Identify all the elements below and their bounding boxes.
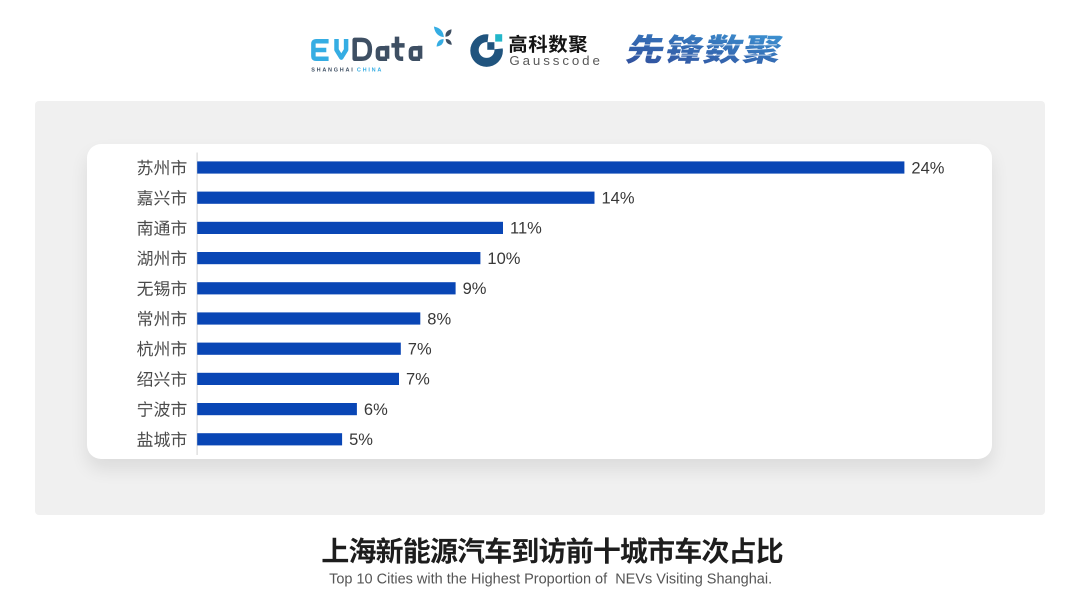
svg-text:8%: 8% xyxy=(427,310,451,328)
svg-text:6%: 6% xyxy=(364,401,388,419)
svg-text:Top 10 Cities with the Highest: Top 10 Cities with the Highest Proportio… xyxy=(329,572,772,588)
svg-text:24%: 24% xyxy=(911,159,944,177)
svg-text:11%: 11% xyxy=(510,220,542,238)
svg-text:CHINA: CHINA xyxy=(357,68,383,74)
svg-text:14%: 14% xyxy=(602,190,635,208)
svg-text:5%: 5% xyxy=(349,431,373,449)
svg-text:7%: 7% xyxy=(408,341,432,359)
svg-text:Gausscode: Gausscode xyxy=(509,53,602,68)
svg-text:SHANGHAI: SHANGHAI xyxy=(311,68,354,74)
svg-text:10%: 10% xyxy=(487,250,520,268)
svg-text:7%: 7% xyxy=(406,371,430,389)
svg-text:9%: 9% xyxy=(463,280,487,298)
